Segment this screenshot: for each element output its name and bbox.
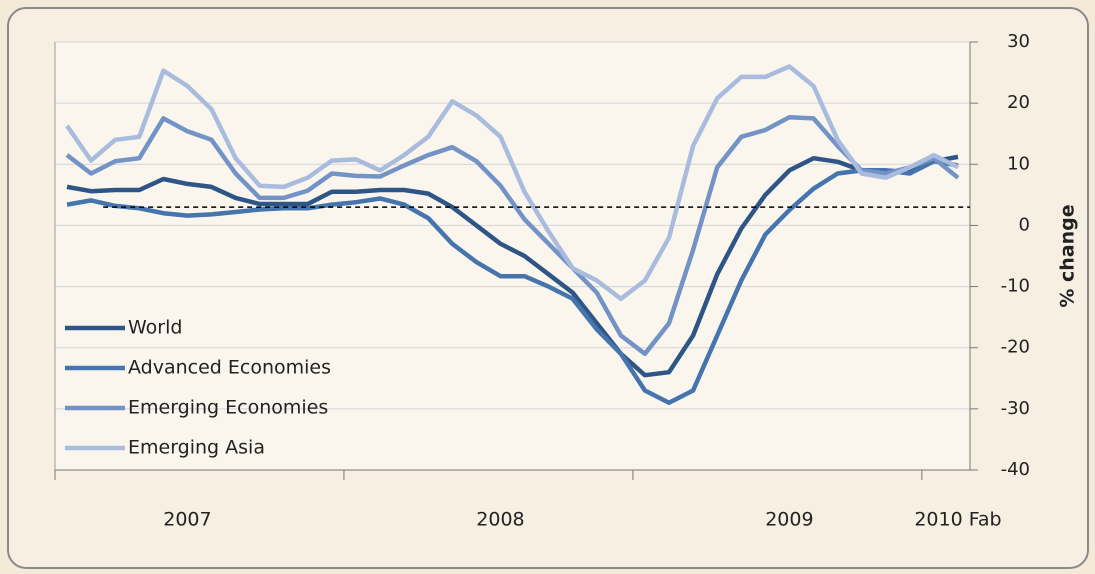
plot-area	[55, 42, 970, 470]
legend-label: Emerging Economies	[128, 397, 328, 419]
legend-label: Advanced Economies	[128, 357, 331, 379]
legend-label: World	[128, 317, 182, 339]
y-axis-title: % change	[1057, 204, 1079, 307]
x-tick-label: 2008	[476, 509, 524, 531]
y-tick-label: 20	[1007, 92, 1030, 113]
y-tick-label: 30	[1007, 31, 1030, 52]
x-tick-label: 2010 Fab	[914, 509, 1001, 531]
y-tick-label: 10	[1007, 153, 1030, 174]
series-line	[66, 154, 959, 378]
y-tick-label: -10	[1001, 276, 1030, 297]
y-tick-label: 0	[1019, 214, 1030, 235]
series-line	[66, 158, 959, 405]
legend-label: Emerging Asia	[128, 437, 265, 459]
series-line	[65, 64, 960, 302]
y-tick-label: -20	[1001, 337, 1030, 358]
series-line	[65, 114, 960, 357]
x-tick-label: 2007	[163, 509, 211, 531]
x-tick-label: 2009	[765, 509, 813, 531]
y-tick-label: -30	[1001, 398, 1030, 419]
y-tick-label: -40	[1001, 459, 1030, 480]
